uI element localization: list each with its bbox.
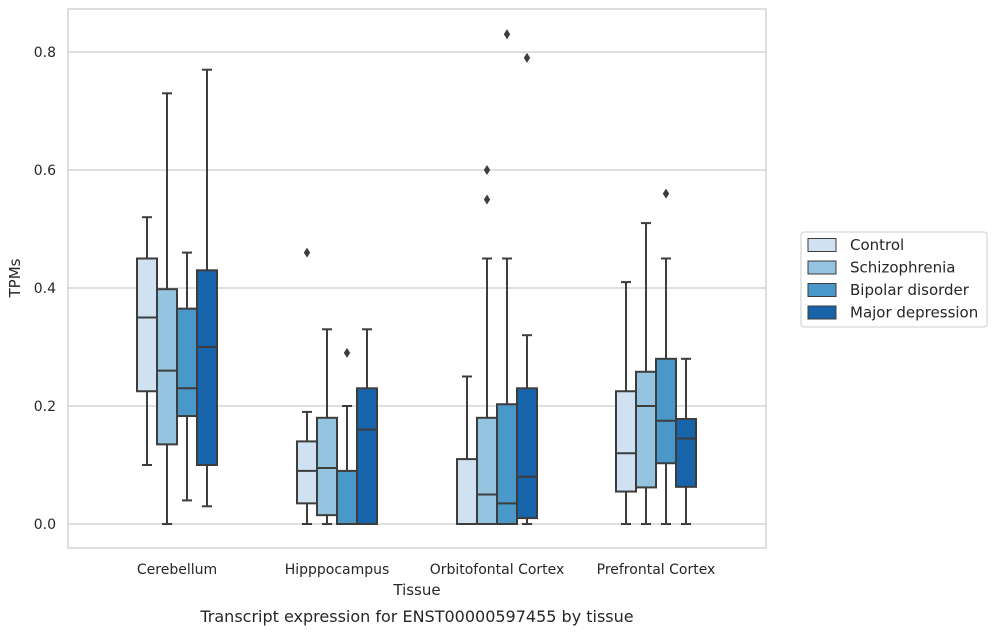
box-iqr xyxy=(635,370,657,489)
box-iqr xyxy=(296,440,318,505)
y-axis-label: TPMs xyxy=(6,258,24,298)
outlier-point xyxy=(483,194,491,205)
y-tick-label: 0.4 xyxy=(34,281,56,297)
box-iqr xyxy=(316,416,338,517)
outlier-point xyxy=(523,52,531,63)
box-iqr xyxy=(675,417,697,488)
y-tick-label: 0.2 xyxy=(34,399,56,415)
outlier-point xyxy=(303,247,311,258)
legend-swatch xyxy=(807,283,837,297)
legend: Control Schizophrenia Bipolar disorder Majo… xyxy=(800,231,988,328)
box-schizophrenia xyxy=(476,165,498,525)
y-tick-label: 0.6 xyxy=(34,163,56,179)
legend-label: Major depression xyxy=(850,304,978,322)
box-bipolar-disorder xyxy=(336,347,358,525)
box-schizophrenia xyxy=(316,328,338,525)
box-iqr xyxy=(516,387,538,520)
legend-label: Control xyxy=(850,236,904,254)
boxes xyxy=(136,29,697,526)
box-iqr xyxy=(356,387,378,525)
box-iqr xyxy=(615,390,637,493)
box-control xyxy=(296,247,318,525)
box-iqr xyxy=(496,403,518,526)
x-tick-label: Hipppocampus xyxy=(285,562,390,578)
x-axis-ticks: Cerebellum Hipppocampus Orbitofontal Corte… xyxy=(137,562,715,578)
box-iqr xyxy=(476,416,498,525)
y-tick-label: 0.8 xyxy=(34,45,56,61)
box-iqr xyxy=(655,357,677,465)
chart-caption: Transcript expression for ENST0000059745… xyxy=(199,607,633,626)
x-tick-label: Prefrontal Cortex xyxy=(597,562,716,578)
box-major-depression xyxy=(516,52,538,525)
outlier-point xyxy=(503,29,511,40)
legend-swatch xyxy=(807,305,837,320)
outlier-point xyxy=(343,347,351,358)
box-control xyxy=(615,281,637,525)
box-control xyxy=(456,375,478,526)
box-iqr xyxy=(456,458,478,526)
legend-swatch xyxy=(807,238,837,252)
legend-frame xyxy=(800,231,988,328)
box-iqr xyxy=(156,288,178,446)
box-schizophrenia xyxy=(156,92,178,525)
box-control xyxy=(136,216,158,466)
outlier-point xyxy=(662,188,670,199)
box-iqr xyxy=(336,469,358,525)
y-tick-label: 0.0 xyxy=(34,517,56,533)
box-bipolar-disorder xyxy=(655,188,677,525)
x-axis-label: Tissue xyxy=(392,581,440,599)
plot-area-frame xyxy=(67,8,767,549)
box-major-depression xyxy=(675,357,697,525)
box-bipolar-disorder xyxy=(496,29,518,526)
legend-swatch xyxy=(807,260,837,275)
box-iqr xyxy=(196,269,218,466)
x-tick-label: Cerebellum xyxy=(137,562,217,578)
legend-label: Bipolar disorder xyxy=(850,281,970,299)
legend-label: Schizophrenia xyxy=(850,259,955,277)
box-major-depression xyxy=(356,328,378,525)
box-major-depression xyxy=(196,68,218,508)
box-bipolar-disorder xyxy=(176,251,198,502)
outlier-point xyxy=(483,165,491,175)
box-iqr xyxy=(136,257,158,393)
box-iqr xyxy=(176,307,198,418)
x-tick-label: Orbitofontal Cortex xyxy=(430,562,565,578)
box-schizophrenia xyxy=(635,222,657,525)
y-axis-ticks: 0.0 0.2 0.4 0.6 0.8 xyxy=(34,45,56,533)
